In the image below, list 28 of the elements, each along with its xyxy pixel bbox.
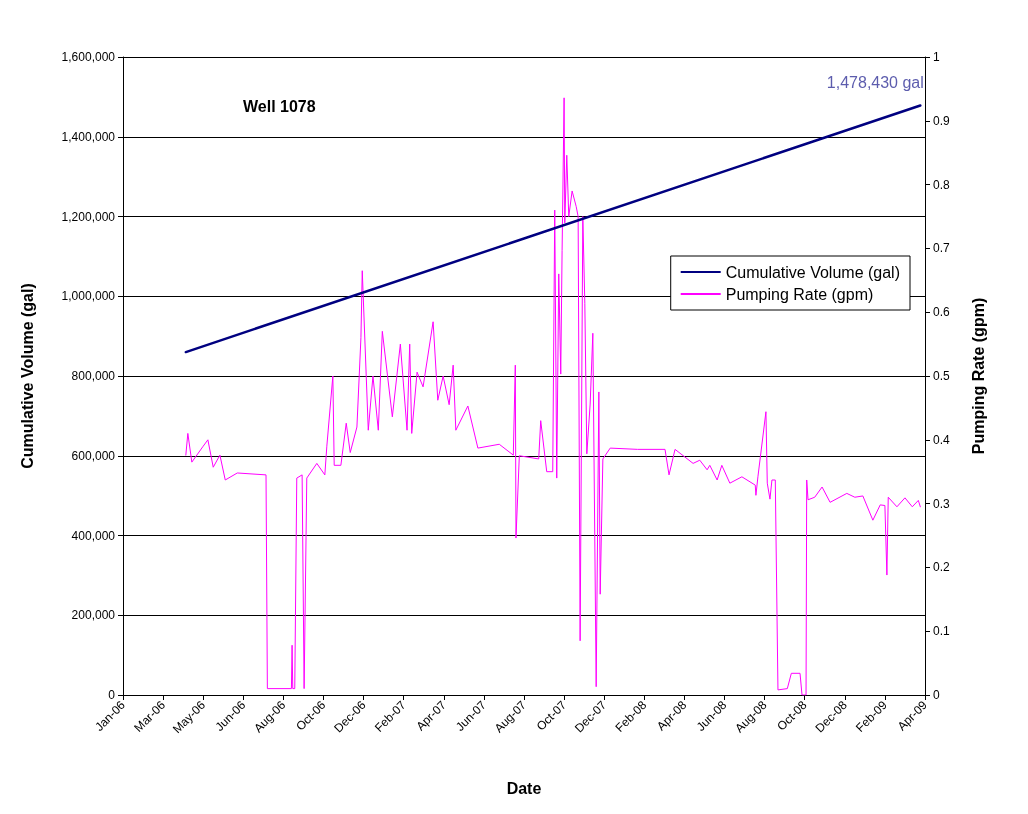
y2-tick-label: 0.1 <box>933 624 951 639</box>
y-tick-label: 600,000 <box>71 448 116 463</box>
y2-tick-label: 0.4 <box>933 432 951 447</box>
y2-tick-label: 0.7 <box>933 241 951 256</box>
y2-axis-title: Pumping Rate (gpm) <box>969 297 987 455</box>
y2-tick-label: 0.6 <box>933 305 951 320</box>
y-tick-label: 0 <box>108 688 116 702</box>
y-tick-label: 1,000,000 <box>61 289 116 304</box>
y2-tick-label: 0.3 <box>933 496 951 511</box>
y2-tick-label: 0.5 <box>933 369 951 383</box>
line-series <box>185 97 921 696</box>
y-tick-label: 400,000 <box>71 528 116 543</box>
text: Well 1078 <box>243 97 316 115</box>
y2-tick-label: 0 <box>933 688 940 702</box>
legend-label: Pumping Rate (gpm) <box>725 285 874 303</box>
y2-tick-label: 1 <box>933 50 940 64</box>
y-tick-label: 800,000 <box>71 369 116 383</box>
x-axis-title: Date <box>506 779 542 797</box>
y-tick-label: 200,000 <box>71 608 116 623</box>
y2-tick-label: 0.8 <box>933 177 951 192</box>
legend-label: Cumulative Volume (gal) <box>725 263 900 281</box>
y-tick-label: 1,200,000 <box>61 209 116 224</box>
y-tick-label: 1,600,000 <box>61 50 116 64</box>
annotation: 1,478,430 gal <box>826 73 924 91</box>
y-tick-label: 1,400,000 <box>61 129 116 144</box>
y2-tick-label: 0.9 <box>933 113 951 128</box>
y-axis-title: Cumulative Volume (gal) <box>18 283 36 469</box>
y2-tick-label: 0.2 <box>933 560 951 575</box>
